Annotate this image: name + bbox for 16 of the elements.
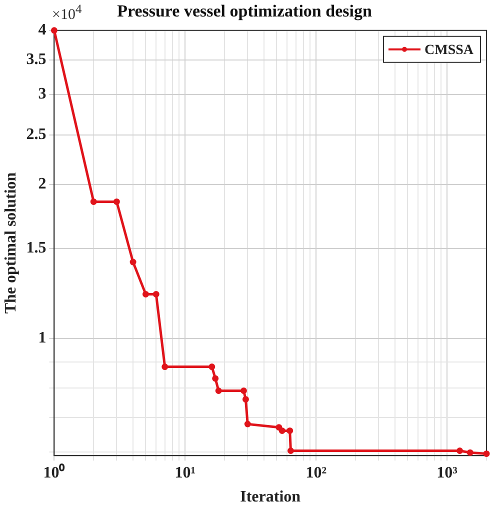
x-tick-label: 10¹	[174, 464, 196, 482]
chart-title: Pressure vessel optimization design	[117, 2, 372, 21]
y-tick-label: 2	[38, 176, 46, 193]
x-tick-label: 10⁰	[43, 463, 66, 482]
text: ×10$^{4}$	[52, 2, 82, 24]
y-tick-label: 3	[38, 85, 46, 102]
y-tick-label: 1.5	[26, 239, 46, 256]
y-tick-label: 4	[38, 22, 46, 39]
y-tick-label: 2.5	[26, 126, 46, 143]
x-tick-label: 10³	[436, 464, 458, 482]
legend-label: CMSSA	[424, 43, 474, 58]
x-tick-label: 10²	[306, 464, 327, 482]
x-axis-title: Iteration	[240, 488, 301, 506]
y-axis-title: The optimal solution	[2, 172, 20, 314]
y-tick-label: 3.5	[26, 51, 46, 68]
y-tick-label: 1	[38, 330, 46, 347]
